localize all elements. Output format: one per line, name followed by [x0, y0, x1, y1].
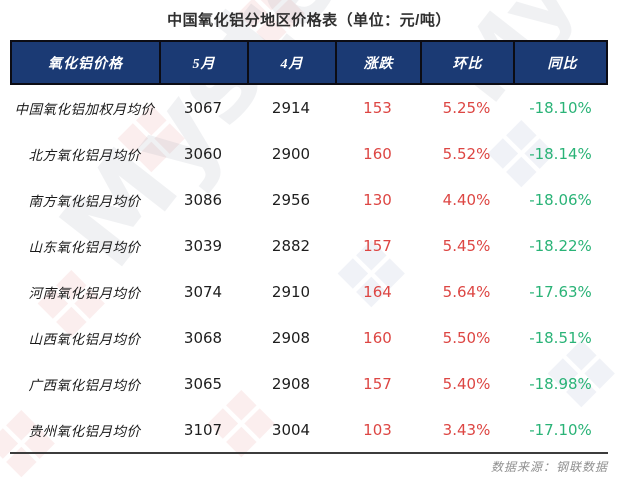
cell-april: 2910 [271, 283, 311, 301]
cell-mom: 5.52% [442, 145, 491, 163]
cell-may: 3074 [183, 283, 223, 301]
cell-yoy: -18.06% [529, 191, 592, 209]
table-body: 中国氧化铝加权月均价 3067 2914 153 5.25% -18.10% 北方氧化铝月均… [10, 85, 608, 453]
cell-change: 103 [363, 421, 392, 439]
header-cell-yoy: 同比 [547, 56, 578, 72]
cell-may: 3068 [183, 329, 223, 347]
cell-april: 2956 [271, 191, 311, 209]
table-header-row: 氧化铝价格 5月 4月 涨跌 环比 同比 [10, 40, 608, 85]
row-label: 北方氧化铝月均价 [28, 148, 141, 163]
data-source-note: 数据来源：钢联数据 [490, 460, 608, 474]
cell-yoy: -18.98% [529, 375, 592, 393]
page-title: 中国氧化铝分地区价格表（单位：元/吨） [167, 12, 451, 29]
header-cell-product: 氧化铝价格 [12, 42, 161, 83]
table-row: 河南氧化铝月均价 3074 2910 164 5.64% -17.63% [10, 269, 608, 315]
cell-april: 2908 [271, 375, 311, 393]
cell-yoy: -17.10% [529, 421, 592, 439]
price-table: 氧化铝价格 5月 4月 涨跌 环比 同比 中国氧化铝加权月均价 3067 2914 1… [10, 40, 608, 453]
cell-april: 2908 [271, 329, 311, 347]
cell-change: 157 [363, 237, 392, 255]
cell-change: 157 [363, 375, 392, 393]
cell-april: 2900 [271, 145, 311, 163]
header-cell-mom: 环比 [422, 42, 515, 83]
cell-change: 160 [363, 329, 392, 347]
cell-mom: 5.25% [442, 99, 491, 117]
header-cell-change: 涨跌 [337, 42, 422, 83]
table-row: 山东氧化铝月均价 3039 2882 157 5.45% -18.22% [10, 223, 608, 269]
cell-mom: 4.40% [442, 191, 491, 209]
cell-april: 2882 [271, 237, 311, 255]
cell-mom: 5.64% [442, 283, 491, 301]
cell-yoy: -18.14% [529, 145, 592, 163]
table-row: 广西氧化铝月均价 3065 2908 157 5.40% -18.98% [10, 361, 608, 407]
table-row: 贵州氧化铝月均价 3107 3004 103 3.43% -17.10% [10, 407, 608, 453]
cell-change: 164 [363, 283, 392, 301]
cell-may: 3067 [183, 99, 223, 117]
row-label: 山东氧化铝月均价 [28, 240, 141, 255]
table-row: 南方氧化铝月均价 3086 2956 130 4.40% -18.06% [10, 177, 608, 223]
row-label: 南方氧化铝月均价 [28, 194, 141, 209]
cell-yoy: -18.22% [529, 237, 592, 255]
cell-change: 160 [363, 145, 392, 163]
cell-yoy: -17.63% [529, 283, 592, 301]
cell-april: 2914 [271, 99, 311, 117]
cell-may: 3039 [183, 237, 223, 255]
header-cell-may: 5月 [161, 42, 249, 83]
table-row: 中国氧化铝加权月均价 3067 2914 153 5.25% -18.10% [10, 85, 608, 131]
cell-may: 3107 [183, 421, 223, 439]
header-cell-april: 4月 [249, 42, 337, 83]
cell-may: 3065 [183, 375, 223, 393]
cell-mom: 5.45% [442, 237, 491, 255]
row-label: 山西氧化铝月均价 [28, 332, 141, 347]
cell-change: 153 [363, 99, 392, 117]
row-label: 中国氧化铝加权月均价 [14, 102, 155, 117]
table-row: 北方氧化铝月均价 3060 2900 160 5.52% -18.14% [10, 131, 608, 177]
row-label: 贵州氧化铝月均价 [28, 424, 141, 439]
row-label: 河南氧化铝月均价 [28, 286, 141, 301]
cell-yoy: -18.51% [529, 329, 592, 347]
table-bottom-rule [10, 452, 608, 454]
cell-mom: 5.40% [442, 375, 491, 393]
table-row: 山西氧化铝月均价 3068 2908 160 5.50% -18.51% [10, 315, 608, 361]
cell-change: 130 [363, 191, 392, 209]
cell-may: 3086 [183, 191, 223, 209]
row-label: 广西氧化铝月均价 [28, 378, 141, 393]
cell-yoy: -18.10% [529, 99, 592, 117]
cell-mom: 5.50% [442, 329, 491, 347]
cell-may: 3060 [183, 145, 223, 163]
cell-april: 3004 [271, 421, 311, 439]
cell-mom: 3.43% [442, 421, 491, 439]
